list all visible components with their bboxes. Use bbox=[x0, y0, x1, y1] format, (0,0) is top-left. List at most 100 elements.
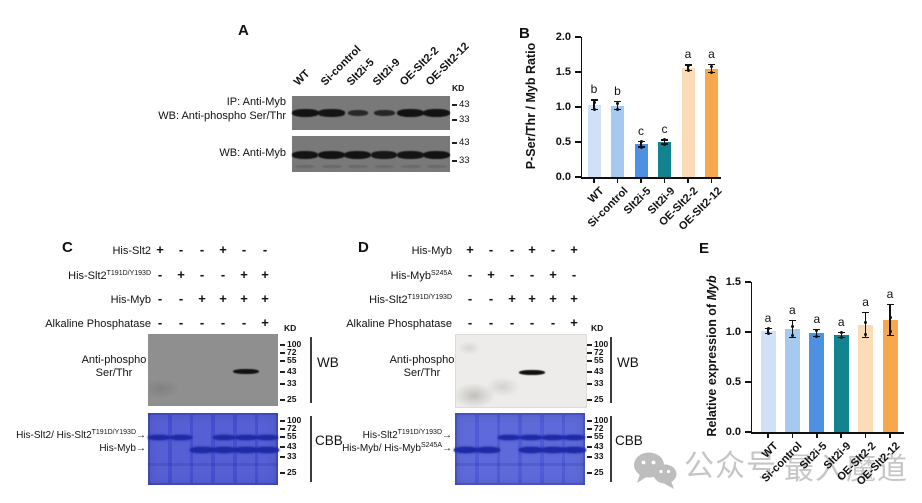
condition-sign: + bbox=[549, 267, 557, 282]
bar bbox=[587, 104, 601, 177]
condition-sign: - bbox=[220, 315, 226, 330]
marker-label: 33 bbox=[287, 378, 297, 388]
condition-sign: - bbox=[488, 315, 494, 330]
gel-band-lower bbox=[453, 447, 478, 453]
arrow-right-icon: → bbox=[442, 443, 452, 454]
y-tick bbox=[574, 36, 581, 38]
marker-label: 72 bbox=[287, 347, 297, 357]
marker-label: 25 bbox=[287, 394, 297, 404]
data-point bbox=[616, 101, 619, 105]
condition-label: His-Slt2T191D/Y193D bbox=[0, 270, 151, 284]
y-tick-label: 0.5 bbox=[725, 376, 741, 388]
y-tick-label: 1.5 bbox=[725, 276, 741, 288]
condition-sign: - bbox=[529, 267, 535, 282]
x-tick bbox=[710, 178, 713, 183]
marker-tick bbox=[587, 456, 592, 458]
wechat-icon bbox=[634, 452, 677, 489]
protein-band bbox=[347, 110, 369, 116]
gel-band-lower bbox=[540, 447, 565, 453]
y-tick bbox=[574, 141, 581, 143]
marker-tick bbox=[280, 420, 285, 422]
bar bbox=[833, 335, 849, 432]
condition-sign: + bbox=[198, 291, 206, 306]
marker-tick bbox=[280, 446, 285, 448]
y-axis bbox=[750, 282, 752, 434]
marker-label: 43 bbox=[594, 366, 604, 376]
arrow-right-icon: → bbox=[136, 443, 146, 454]
gel-texture-row bbox=[455, 463, 585, 466]
marker-label: 72 bbox=[594, 423, 604, 433]
marker-label: 43 bbox=[459, 137, 470, 148]
lane-label: WT bbox=[291, 67, 313, 89]
y-axis-title-italic: Myb bbox=[705, 275, 719, 301]
condition-sign: + bbox=[570, 242, 578, 257]
data-point bbox=[639, 145, 643, 149]
bar bbox=[611, 105, 624, 177]
condition-sign: - bbox=[199, 315, 205, 330]
protein-band bbox=[318, 109, 345, 117]
gel-band-lower bbox=[190, 447, 215, 453]
gel-band-upper bbox=[256, 435, 279, 440]
bar bbox=[681, 67, 695, 177]
condition-sign: - bbox=[550, 242, 556, 257]
protein-band bbox=[373, 110, 395, 116]
gel-lane-streak bbox=[149, 415, 168, 483]
bar bbox=[784, 329, 800, 432]
gel-band-upper bbox=[519, 435, 542, 440]
condition-sign: + bbox=[219, 291, 227, 306]
gel-lane-streak bbox=[500, 415, 519, 483]
condition-sign: - bbox=[467, 315, 473, 330]
marker-label: 43 bbox=[594, 441, 604, 451]
gel-band-label-lower: His-Myb→ bbox=[0, 443, 146, 455]
error-cap-bottom bbox=[788, 336, 796, 338]
marker-label: 100 bbox=[594, 339, 609, 349]
x-tick bbox=[816, 433, 818, 438]
y-tick bbox=[574, 71, 581, 73]
marker-label: 43 bbox=[459, 99, 470, 110]
gel-band-lower bbox=[211, 447, 236, 453]
condition-sign: + bbox=[528, 291, 536, 306]
marker-tick bbox=[280, 456, 285, 458]
marker-label: 33 bbox=[287, 451, 297, 461]
marker-label: 55 bbox=[287, 431, 297, 441]
marker-tick bbox=[587, 344, 592, 346]
gel-band-lower bbox=[233, 447, 258, 453]
marker-tick bbox=[587, 446, 592, 448]
y-tick-label: 1.0 bbox=[725, 326, 741, 338]
marker-label: 100 bbox=[594, 415, 609, 425]
error-cap-bottom bbox=[886, 334, 894, 336]
condition-sign: + bbox=[528, 242, 536, 257]
y-tick bbox=[744, 331, 751, 333]
y-tick bbox=[744, 431, 751, 433]
protein-band bbox=[292, 151, 319, 159]
condition-label: His-Myb bbox=[0, 294, 151, 308]
protein-band-ghost bbox=[400, 165, 421, 168]
data-point bbox=[839, 336, 843, 340]
data-point bbox=[710, 64, 713, 68]
gel-band-label-upper-main: His-Slt2/ His-Slt2 bbox=[16, 430, 92, 441]
sig-letter: a bbox=[886, 287, 894, 301]
y-axis bbox=[580, 37, 582, 179]
cbb-label: CBB bbox=[615, 433, 643, 448]
condition-sign: + bbox=[219, 242, 227, 257]
condition-sign: - bbox=[220, 267, 226, 282]
gel-band-upper bbox=[563, 435, 586, 440]
protein-band bbox=[397, 109, 424, 117]
panel-a-wb-myb-label: WB: Anti-Myb bbox=[219, 147, 286, 159]
error-bar bbox=[889, 304, 891, 336]
marker-tick bbox=[280, 383, 285, 385]
condition-label: His-Myb bbox=[242, 245, 452, 259]
error-cap-top bbox=[614, 100, 621, 103]
y-tick-label: 1.0 bbox=[555, 101, 571, 113]
condition-sign: + bbox=[570, 291, 578, 306]
panel-c-label: C bbox=[62, 239, 74, 256]
data-point bbox=[815, 334, 819, 338]
sig-letter: b bbox=[614, 83, 621, 98]
gel-band-upper bbox=[234, 435, 257, 440]
condition-sign: + bbox=[549, 291, 557, 306]
condition-label-sup: T191D/Y193D bbox=[407, 294, 452, 301]
condition-label-main: His-Slt2 bbox=[112, 245, 151, 257]
data-point bbox=[888, 330, 892, 334]
condition-label-main: His-Slt2 bbox=[369, 294, 408, 306]
marker-tick bbox=[280, 360, 285, 362]
